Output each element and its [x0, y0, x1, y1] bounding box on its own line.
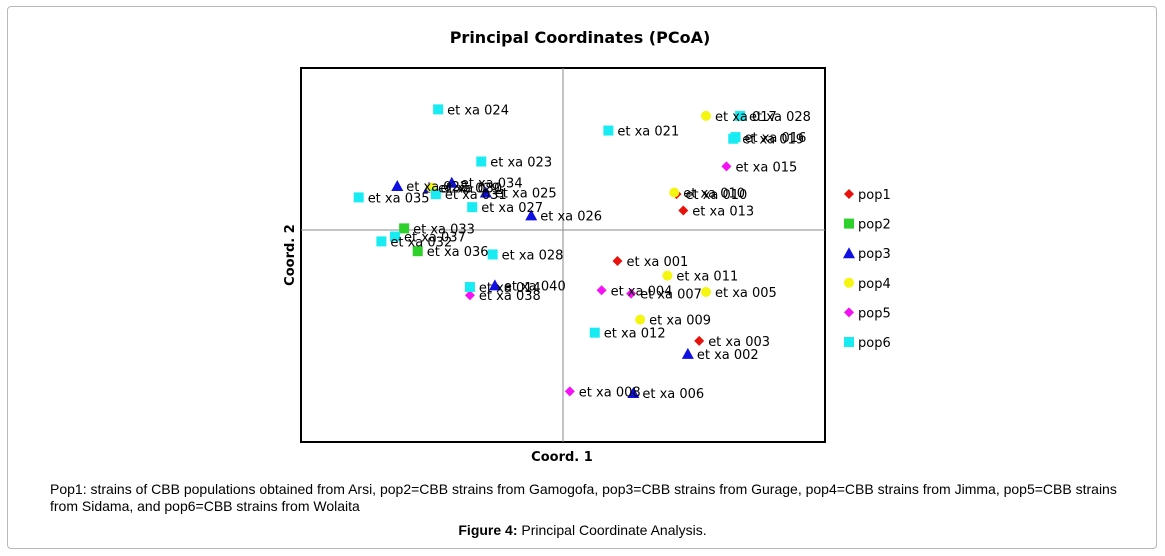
legend-marker: [844, 189, 854, 199]
data-point: [728, 133, 739, 144]
point-label: et xa 010: [686, 188, 748, 203]
point-label: et xa 010: [683, 187, 745, 202]
legend-label: pop4: [858, 277, 891, 292]
points-layer: [353, 104, 746, 398]
data-point: [701, 286, 712, 297]
figure-caption-label: Figure 4:: [458, 522, 518, 538]
point-label: et xa 033: [413, 222, 475, 237]
point-label: et xa 022: [406, 180, 468, 195]
point-label: et xa 028: [502, 248, 564, 263]
data-point: [525, 209, 538, 221]
data-point: [391, 179, 404, 191]
data-point: [564, 386, 575, 397]
data-point: [694, 335, 705, 346]
data-point: [627, 387, 640, 398]
point-label: et xa 007: [640, 288, 702, 303]
figure-note: Pop1: strains of CBB populations obtaine…: [50, 481, 1117, 514]
legend-label: pop5: [858, 306, 891, 321]
data-point: [662, 270, 673, 281]
legend-label: pop3: [858, 247, 891, 262]
legend-marker: [843, 247, 855, 259]
chart-title: Principal Coordinates (PCoA): [450, 28, 711, 47]
point-label: et xa 019: [742, 133, 804, 148]
point-label: et xa 003: [708, 335, 770, 350]
data-point: [476, 156, 487, 167]
data-point: [464, 282, 475, 293]
point-label: et xa 021: [617, 125, 679, 140]
data-point: [701, 110, 712, 121]
point-label: et xa 026: [540, 209, 602, 224]
point-label: et xa 023: [490, 156, 552, 171]
point-label: et xa 030: [440, 182, 502, 197]
point-label: et xa 012: [604, 327, 666, 342]
point-label: et xa 031: [445, 188, 507, 203]
legend: pop1 pop2 pop3 pop4 pop5 pop6: [843, 188, 891, 351]
data-point: [596, 285, 607, 296]
point-label: et xa 034: [461, 177, 523, 192]
data-point: [626, 288, 637, 299]
point-label: et xa 029: [438, 182, 500, 197]
point-label: et xa 024: [447, 103, 509, 118]
point-label: et xa 008: [579, 385, 641, 400]
legend-marker: [844, 307, 854, 318]
data-point: [467, 202, 478, 213]
data-point: [635, 314, 646, 325]
legend-marker: [844, 277, 854, 288]
point-label: et xa 040: [504, 279, 566, 294]
point-label: et xa 035: [368, 191, 430, 206]
point-label: et xa 014: [479, 281, 541, 296]
point-label: et xa 016: [745, 131, 807, 146]
point-label: et xa 027: [481, 201, 543, 216]
data-point: [430, 189, 441, 200]
data-point: [735, 110, 746, 121]
legend-label: pop1: [858, 188, 891, 203]
data-point: [445, 176, 458, 188]
data-point: [479, 186, 492, 198]
data-point: [488, 279, 501, 291]
point-label: et xa 025: [495, 187, 557, 202]
point-label: et xa 017: [715, 110, 777, 125]
data-point: [412, 246, 423, 257]
point-label: et xa 009: [649, 314, 711, 329]
data-point: [487, 249, 498, 260]
legend-marker: [844, 218, 854, 229]
data-point: [390, 231, 401, 242]
figure-frame: [7, 6, 1157, 549]
data-point: [612, 255, 623, 266]
data-point: [376, 236, 387, 247]
data-point: [669, 187, 680, 198]
point-label: et xa 028: [749, 110, 811, 125]
point-label: et xa 037: [404, 231, 466, 246]
data-point: [681, 347, 694, 359]
point-label: et xa 032: [390, 235, 452, 250]
point-label: et xa 006: [642, 387, 704, 402]
point-label: et xa 038: [479, 289, 541, 304]
x-axis-title: Coord. 1: [531, 450, 593, 465]
data-point: [589, 327, 600, 338]
data-point: [721, 161, 732, 172]
data-point: [603, 125, 614, 136]
point-label: et xa 013: [692, 204, 754, 219]
legend-label: pop2: [858, 218, 891, 233]
point-label: et xa 004: [611, 284, 673, 299]
point-label: et xa 002: [697, 348, 759, 363]
data-point: [464, 290, 475, 301]
figure-caption: Figure 4: Principal Coordinate Analysis.: [0, 522, 1165, 538]
point-label: et xa 005: [715, 286, 777, 301]
legend-marker: [844, 337, 854, 347]
point-label: et xa 036: [427, 245, 489, 260]
y-axis-title: Coord. 2: [283, 224, 298, 286]
legend-label: pop6: [858, 336, 891, 351]
pcoa-scatter-chart: Principal Coordinates (PCoA) et xa 010et…: [283, 28, 891, 465]
point-label: et xa 001: [626, 255, 688, 270]
data-point: [678, 205, 689, 216]
data-point: [353, 192, 364, 203]
point-label: et xa 011: [676, 270, 738, 285]
point-label: et xa 015: [735, 160, 797, 175]
figure-caption-text: Principal Coordinate Analysis.: [517, 522, 707, 538]
data-point: [433, 104, 444, 115]
data-point: [399, 223, 410, 234]
